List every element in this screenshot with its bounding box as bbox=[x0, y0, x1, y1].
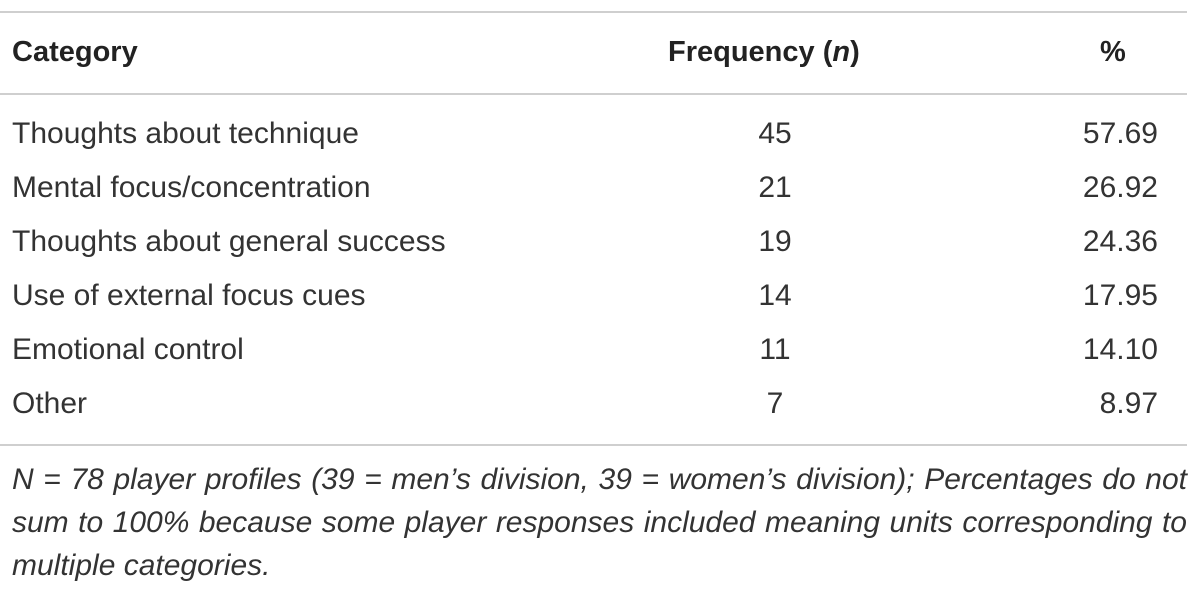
row-4-percent: 17.95 bbox=[1082, 279, 1158, 312]
header-frequency: Frequency (n) bbox=[668, 38, 860, 67]
row-1-percent: 57.69 bbox=[1082, 117, 1158, 150]
row-5-frequency: 11 bbox=[759, 333, 791, 366]
row-3-frequency: 19 bbox=[758, 225, 792, 258]
bottom-rule bbox=[0, 444, 1187, 446]
row-6-category: Other bbox=[12, 387, 88, 420]
row-5-percent: 14.10 bbox=[1082, 333, 1158, 366]
row-2-frequency: 21 bbox=[758, 171, 792, 204]
header-rule bbox=[0, 93, 1187, 95]
row-6-percent: 8.97 bbox=[1099, 387, 1158, 420]
row-3-category: Thoughts about general success bbox=[12, 225, 446, 258]
row-2-category: Mental focus/concentration bbox=[12, 171, 371, 204]
header-frequency-prefix: Frequency ( bbox=[668, 36, 833, 68]
header-category: Category bbox=[12, 36, 138, 68]
header-percent: % bbox=[1100, 36, 1126, 68]
top-rule bbox=[0, 11, 1187, 13]
row-2-percent: 26.92 bbox=[1082, 171, 1158, 204]
table-footnote: N = 78 player profiles (39 = men’s divis… bbox=[12, 463, 1187, 582]
header-frequency-n: n bbox=[832, 36, 851, 68]
row-6-frequency: 7 bbox=[766, 387, 784, 420]
header-frequency-suffix: ) bbox=[850, 36, 860, 68]
row-4-category: Use of external focus cues bbox=[12, 279, 366, 312]
row-5-category: Emotional control bbox=[12, 333, 244, 366]
row-1-frequency: 45 bbox=[758, 117, 792, 150]
row-4-frequency: 14 bbox=[758, 279, 792, 312]
row-3-percent: 24.36 bbox=[1082, 225, 1158, 258]
row-1-category: Thoughts about technique bbox=[12, 117, 359, 150]
